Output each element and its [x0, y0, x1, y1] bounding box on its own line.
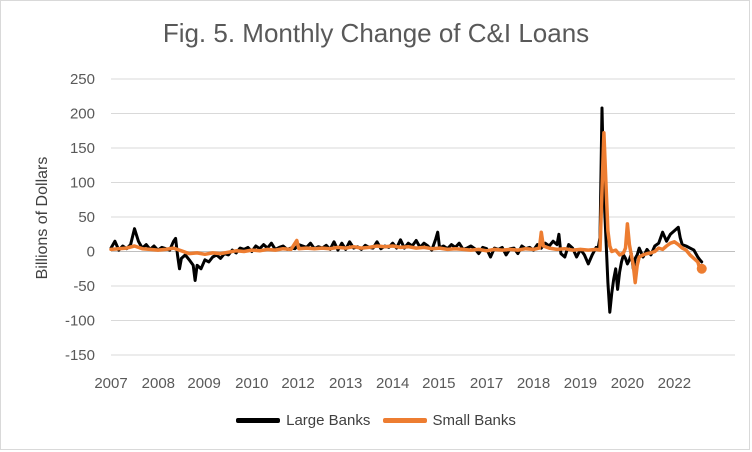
series-line-small-banks	[109, 131, 704, 285]
series-line-large-banks	[109, 106, 704, 314]
legend-swatch-small-banks	[382, 418, 427, 423]
series-end-marker-small-banks	[696, 263, 707, 274]
x-axis-ticks: 2007 2008 2009 2010 2012 2013 2014 2015 2017 2018…	[94, 375, 691, 392]
y-axis-ticks: 250 200 150 100 50 0 -50 -100 -150	[65, 71, 95, 364]
x-tick-label: 2007	[94, 375, 127, 392]
x-tick-label: 2008	[142, 375, 175, 392]
x-tick-label: 2009	[187, 375, 220, 392]
y-tick-label: -50	[73, 278, 95, 295]
x-tick-label: 2013	[329, 375, 362, 392]
legend-item-small-banks: Small Banks	[382, 412, 516, 429]
x-tick-label: 2012	[281, 375, 314, 392]
y-tick-label: 50	[78, 209, 95, 226]
x-tick-label: 2018	[517, 375, 550, 392]
x-tick-label: 2014	[376, 375, 409, 392]
series-lines	[109, 106, 707, 314]
y-axis-label: Billions of Dollars	[34, 157, 51, 280]
y-tick-label: 150	[70, 140, 95, 157]
legend-item-large-banks: Large Banks	[236, 412, 370, 429]
x-tick-label: 2015	[422, 375, 455, 392]
x-tick-label: 2017	[470, 375, 503, 392]
x-tick-label: 2020	[611, 375, 644, 392]
y-tick-label: 200	[70, 106, 95, 123]
y-tick-label: -150	[65, 347, 95, 364]
legend-swatch-large-banks	[236, 418, 281, 423]
x-tick-label: 2019	[564, 375, 597, 392]
x-tick-label: 2022	[658, 375, 691, 392]
y-tick-label: 0	[87, 244, 95, 261]
x-tick-label: 2010	[235, 375, 268, 392]
y-tick-label: 100	[70, 175, 95, 192]
legend-label-small-banks: Small Banks	[432, 412, 516, 429]
y-tick-label: -100	[65, 313, 95, 330]
legend-label-large-banks: Large Banks	[286, 412, 371, 429]
y-tick-label: 250	[70, 71, 95, 88]
gridlines	[111, 78, 735, 356]
legend: Large Banks Small Banks	[0, 410, 752, 429]
chart-title: Fig. 5. Monthly Change of C&I Loans	[162, 18, 590, 48]
